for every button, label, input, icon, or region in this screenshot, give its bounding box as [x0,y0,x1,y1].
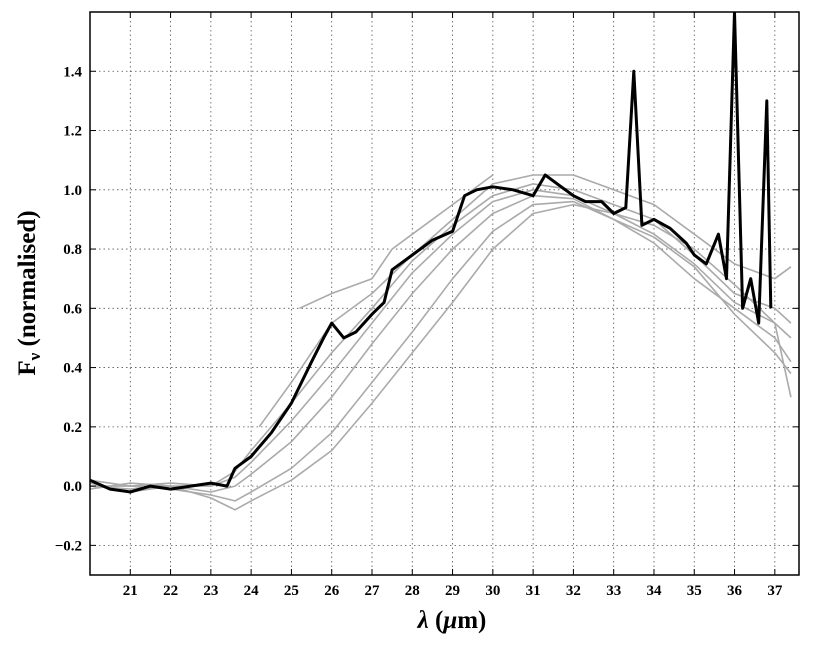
y-tick-label: 0.6 [63,301,82,317]
x-tick-label: 29 [445,583,460,599]
x-axis-label-unit: m) [457,607,486,634]
y-axis-label: Fν (normalised) [14,210,44,375]
y-tick-label: 1.4 [63,64,82,80]
y-tick-label: 0.0 [63,479,82,495]
y-tick-label: 1.2 [63,124,82,140]
x-tick-label: 35 [687,583,702,599]
x-tick-label: 23 [203,583,218,599]
series-group [90,12,792,511]
x-tick-label: 31 [526,583,541,599]
y-axis-label-sub: ν [25,352,44,361]
x-tick-label: 36 [727,583,743,599]
individual-spectrum-line [90,194,792,493]
x-tick-label: 32 [566,583,581,599]
x-tick-label: 25 [284,583,299,599]
y-tick-label: 0.2 [63,420,82,436]
ticks: 21 22 23 24 25 26 27 28 29 30 31 32 33 34 35 36 37 −0.2 0.… [55,12,799,599]
y-axis-label-rest: (normalised) [14,210,41,352]
plot-frame [89,11,800,576]
mean-spectrum-line [90,12,773,494]
x-axis-label-open: ( [429,607,444,634]
individual-spectrum-line [299,174,494,310]
x-tick-label: 21 [123,583,138,599]
x-tick-label: 24 [244,583,260,599]
x-axis-label-mu: μ [441,607,457,634]
x-tick-label: 26 [324,583,340,599]
grid [90,12,799,575]
x-axis-label-symbol: λ [417,607,429,634]
y-axis-label-main: F [14,360,41,375]
x-tick-label: 30 [485,583,500,599]
x-tick-label: 34 [646,583,662,599]
y-tick-label: −0.2 [55,538,82,554]
x-tick-label: 27 [364,583,380,599]
x-tick-label: 28 [405,583,420,599]
individual-spectrum-line [90,200,792,502]
x-tick-label: 37 [767,583,783,599]
x-tick-label: 22 [163,583,178,599]
y-tick-label: 0.4 [63,361,82,377]
x-tick-label: 33 [606,583,621,599]
plot-background [90,12,799,575]
x-axis-label: λ (μm) [417,607,487,634]
y-tick-label: 0.8 [63,242,82,258]
y-tick-label: 1.0 [63,183,82,199]
